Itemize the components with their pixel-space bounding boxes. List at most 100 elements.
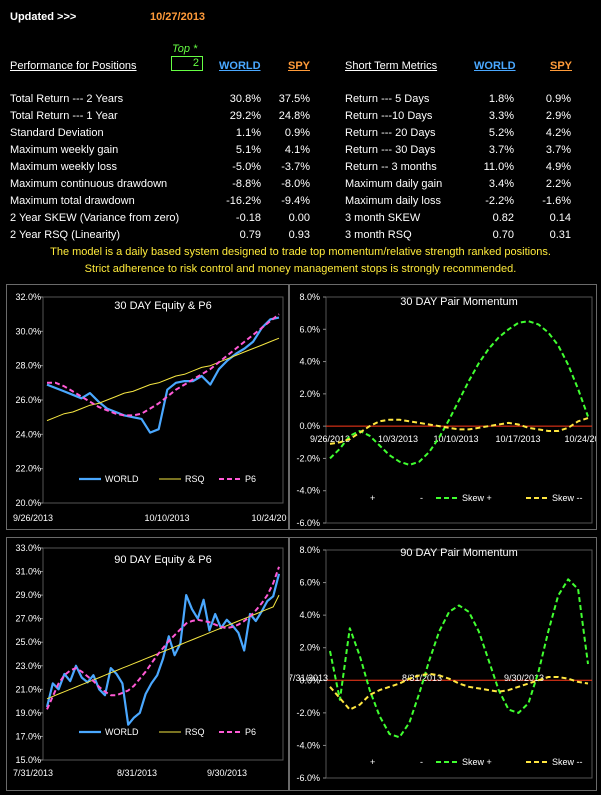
y-tick-label: 32.0% [15,292,41,302]
y-tick-label: 0.0% [299,421,320,431]
chart-title: 90 DAY Pair Momentum [400,547,518,559]
legend-label: WORLD [105,474,139,484]
right-row-world-value: 11.0% [483,161,514,173]
note-line-1: The model is a daily based system design… [50,246,551,258]
chart-90day-momentum: -6.0% -4.0% -2.0% 0.0% 2.0% 4.0% 6.0% 8.0% 90 DA… [288,537,597,791]
legend-label: RSQ [185,474,205,484]
right-row-label: Return --- 5 Days [345,93,430,105]
series-line-skew- [329,578,589,739]
left-row-spy-value: -9.4% [281,195,310,207]
right-row-spy-value: 0.14 [549,212,571,224]
x-tick-label: 10/3/2013 [378,434,418,444]
legend-label: Skew + [462,757,492,767]
right-row-label: Return -- 3 months [345,161,437,173]
series-line-p6 [46,566,280,710]
legend-label: + [370,757,375,767]
y-tick-label: 33.0% [15,543,41,553]
left-row-label: 2 Year SKEW (Variance from zero) [10,212,180,224]
y-tick-label: 31.0% [15,567,41,577]
right-row-spy-value: -1.6% [542,195,571,207]
y-tick-label: 4.0% [299,610,320,620]
left-row-label: Total Return --- 2 Years [10,93,124,105]
right-row-label: Maximum daily gain [345,178,443,190]
legend-label: - [420,757,423,767]
y-tick-label: 25.0% [15,637,41,647]
chart-90day-equity-svg: 15.0% 17.0% 19.0% 21.0% 23.0% 25.0% 27.0% 29.0%… [13,543,284,778]
right-row-world-value: 0.82 [492,212,514,224]
top-count-field[interactable]: 2 [171,56,203,71]
chart-30day-equity-svg: 20.0% 22.0% 24.0% 26.0% 28.0% 30.0% 32.0% 30 DA… [13,292,287,523]
left-row-spy-value: 4.1% [284,144,310,156]
top-label: Top * [172,43,198,55]
series-line-rsq [46,337,280,422]
left-table-title: Performance for Positions [10,60,137,72]
right-col-world: WORLD [474,60,516,72]
y-tick-label: -4.0% [296,486,320,496]
y-tick-label: 28.0% [15,361,41,371]
left-row-world-value: -5.0% [232,161,261,173]
chart-title: 30 DAY Equity & P6 [114,300,211,312]
left-row-label: Standard Deviation [10,127,104,139]
series-line-skew- [329,320,589,466]
right-row-label: Return --- 30 Days [345,144,436,156]
legend-label: - [420,493,423,503]
y-tick-label: 15.0% [15,755,41,765]
y-tick-label: -6.0% [296,773,320,783]
legend-label: + [370,493,375,503]
x-tick-label: 10/24/20 [564,434,596,444]
right-row-spy-value: 0.9% [545,93,571,105]
updated-date: 10/27/2013 [150,11,206,23]
chart-90day-equity: 15.0% 17.0% 19.0% 21.0% 23.0% 25.0% 27.0% 29.0%… [6,537,289,791]
right-row-label: 3 month RSQ [345,229,412,241]
legend-label: Skew + [462,493,492,503]
x-tick-label: 7/31/2013 [13,768,53,778]
y-tick-label: -6.0% [296,518,320,528]
chart-title: 30 DAY Pair Momentum [400,296,518,308]
y-tick-label: 0.0% [299,675,320,685]
x-tick-label: 7/31/2013 [290,673,328,683]
right-row-spy-value: 4.2% [545,127,571,139]
series-line-world [46,316,280,434]
chart-title: 90 DAY Equity & P6 [114,554,211,566]
left-row-world-value: 0.79 [239,229,261,241]
left-row-spy-value: -3.7% [281,161,310,173]
y-tick-label: 8.0% [299,292,320,302]
y-tick-label: 22.0% [15,464,41,474]
right-row-world-value: 1.8% [488,93,514,105]
chart-30day-equity: 20.0% 22.0% 24.0% 26.0% 28.0% 30.0% 32.0% 30 DA… [6,284,289,530]
left-row-label: Total Return --- 1 Year [10,110,118,122]
right-row-world-value: 5.2% [488,127,514,139]
x-tick-label: 8/31/2013 [117,768,157,778]
y-tick-label: 8.0% [299,545,320,555]
left-row-spy-value: 37.5% [278,93,310,105]
left-col-world: WORLD [219,60,261,72]
updated-label: Updated >>> [10,11,77,23]
y-tick-label: 4.0% [299,357,320,367]
x-tick-label: 8/31/2013 [402,673,442,683]
right-row-label: 3 month SKEW [345,212,421,224]
right-row-spy-value: 0.31 [549,229,571,241]
plot-area [42,547,284,761]
y-tick-label: 17.0% [15,731,41,741]
right-row-world-value: -2.2% [485,195,514,207]
x-tick-label: 10/10/2013 [433,434,478,444]
right-col-spy: SPY [550,60,573,72]
right-row-spy-value: 3.7% [545,144,571,156]
note-line-2: Strict adherence to risk control and mon… [84,263,517,275]
series-line-rsq [46,594,280,700]
series-line-p6 [47,313,280,417]
left-row-world-value: -16.2% [226,195,261,207]
y-tick-label: 6.0% [299,324,320,334]
y-tick-label: 6.0% [299,578,320,588]
y-tick-label: 24.0% [15,429,41,439]
left-row-spy-value: 0.00 [288,212,310,224]
right-row-spy-value: 2.2% [545,178,571,190]
y-tick-label: 2.0% [299,389,320,399]
y-tick-label: -2.0% [296,708,320,718]
left-row-world-value: 1.1% [235,127,261,139]
left-row-spy-value: -8.0% [281,178,310,190]
y-tick-label: 21.0% [15,684,41,694]
y-tick-label: -2.0% [296,453,320,463]
left-row-label: 2 Year RSQ (Linearity) [10,229,121,241]
chart-30day-momentum-svg: -6.0% -4.0% -2.0% 0.0% 2.0% 4.0% 6.0% 8.0% 30 DA… [296,292,599,528]
